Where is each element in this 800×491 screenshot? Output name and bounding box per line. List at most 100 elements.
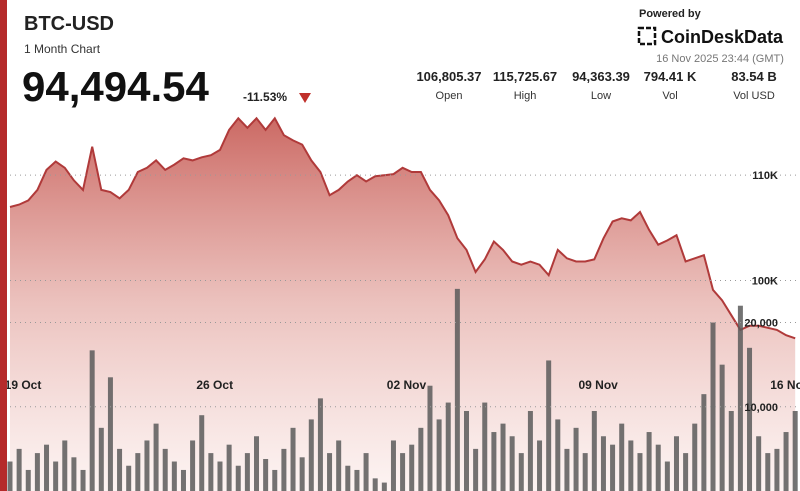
volume-bar bbox=[783, 432, 789, 491]
stats: 106,805.37 Open 115,725.67 High 94,363.39 Low… bbox=[416, 69, 776, 102]
volume-bar bbox=[792, 410, 798, 491]
volume-bar bbox=[427, 385, 433, 491]
x-tick-label: 19 Oct bbox=[5, 378, 42, 392]
volume-bar bbox=[600, 436, 606, 491]
volume-bar bbox=[180, 469, 186, 491]
volume-bar bbox=[491, 432, 497, 491]
subtitle: 1 Month Chart bbox=[24, 42, 101, 56]
volume-bar bbox=[7, 461, 13, 491]
volume-bar bbox=[646, 432, 652, 491]
volume-bar bbox=[445, 402, 451, 491]
stat-value: 794.41 K bbox=[644, 69, 697, 84]
volume-bar bbox=[409, 444, 415, 491]
volume-bar bbox=[135, 453, 141, 491]
stat-label: Vol bbox=[662, 90, 677, 102]
volume-bar bbox=[756, 436, 762, 491]
volume-bar bbox=[71, 457, 77, 491]
volume-bar bbox=[25, 469, 31, 491]
volume-bar bbox=[372, 478, 378, 491]
volume-bar bbox=[518, 453, 524, 491]
volume-bar bbox=[381, 482, 387, 491]
stat-label: Low bbox=[591, 90, 611, 102]
volume-bar bbox=[199, 415, 205, 491]
accent-stripe bbox=[0, 0, 7, 491]
price: 94,494.54 bbox=[22, 63, 209, 110]
volume-bar bbox=[308, 419, 314, 491]
volume-bar bbox=[171, 461, 177, 491]
down-arrow bbox=[299, 93, 311, 103]
volume-bar bbox=[354, 469, 360, 491]
volume-bar bbox=[774, 448, 780, 491]
volume-bar bbox=[473, 448, 479, 491]
volume-bar bbox=[299, 457, 305, 491]
volume-bar bbox=[573, 427, 579, 491]
plot-area: 100K 110K 10,000 20,000 19 Oct 26 Oct 02 Nov 09… bbox=[5, 116, 800, 491]
volume-bar bbox=[144, 440, 150, 491]
x-tick-label: 09 Nov bbox=[579, 378, 619, 392]
stat-value: 83.54 B bbox=[731, 69, 777, 84]
volume-bar bbox=[564, 448, 570, 491]
volume-bar bbox=[628, 440, 634, 491]
title: BTC-USD bbox=[24, 13, 114, 35]
volume-bar bbox=[509, 436, 515, 491]
volume-bar bbox=[254, 436, 260, 491]
x-tick-label: 26 Oct bbox=[196, 378, 233, 392]
volume-bar bbox=[190, 440, 196, 491]
volume-bar bbox=[226, 444, 232, 491]
volume-bar bbox=[80, 469, 86, 491]
stat-value: 94,363.39 bbox=[572, 69, 630, 84]
stat-value: 115,725.67 bbox=[493, 69, 557, 84]
volume-bar bbox=[272, 469, 278, 491]
volume-bar bbox=[500, 423, 506, 491]
volume-bar bbox=[527, 410, 533, 491]
volume-bar bbox=[62, 440, 68, 491]
volume-bar bbox=[117, 448, 123, 491]
volume-bar bbox=[44, 444, 50, 491]
y-tick-label: 100K bbox=[752, 275, 778, 287]
volume-bar bbox=[610, 444, 616, 491]
y-tick-label: 110K bbox=[752, 170, 778, 182]
volume-bar bbox=[582, 453, 588, 491]
volume-bar bbox=[719, 364, 725, 491]
volume-bar bbox=[327, 453, 333, 491]
volume-bar bbox=[98, 427, 104, 491]
volume-bar bbox=[217, 461, 223, 491]
price-line bbox=[9, 116, 796, 340]
y2-tick-label: 10,000 bbox=[744, 402, 778, 414]
volume-bar bbox=[363, 453, 369, 491]
volume-bar bbox=[244, 453, 250, 491]
volume-bar bbox=[701, 394, 707, 491]
brand: CoinDeskData bbox=[661, 27, 784, 47]
volume-bar bbox=[162, 448, 168, 491]
volume-bar bbox=[692, 423, 698, 491]
volume-bar bbox=[16, 448, 22, 491]
x-tick-label: 16 Nov bbox=[770, 378, 800, 392]
volume-bar bbox=[89, 350, 95, 491]
stat-value: 106,805.37 bbox=[416, 69, 481, 84]
volume-bar bbox=[153, 423, 159, 491]
x-tick-label: 02 Nov bbox=[387, 378, 427, 392]
volume-bar bbox=[464, 410, 469, 491]
volume-bar bbox=[765, 453, 771, 491]
volume-bar bbox=[436, 419, 442, 491]
timestamp: 16 Nov 2025 23:44 (GMT) bbox=[656, 53, 784, 65]
stat-label: Vol USD bbox=[733, 90, 775, 102]
volume-bar bbox=[336, 440, 342, 491]
stat-label: Open bbox=[436, 90, 463, 102]
volume-bar bbox=[107, 377, 113, 491]
volume-bar bbox=[345, 465, 351, 491]
powered-by: Powered by bbox=[639, 8, 702, 20]
brand-logo bbox=[637, 26, 657, 46]
volume-bar bbox=[290, 427, 296, 491]
y2-tick-label: 20,000 bbox=[744, 318, 778, 330]
volume-bar bbox=[537, 440, 543, 491]
volume-bar bbox=[546, 360, 552, 491]
volume-bar bbox=[655, 444, 661, 491]
volume-bar bbox=[53, 461, 59, 491]
volume-bar bbox=[619, 423, 625, 491]
volume-bar bbox=[317, 398, 323, 491]
price-area bbox=[10, 118, 796, 491]
volume-bar bbox=[737, 305, 743, 491]
volume-bar bbox=[126, 465, 132, 491]
